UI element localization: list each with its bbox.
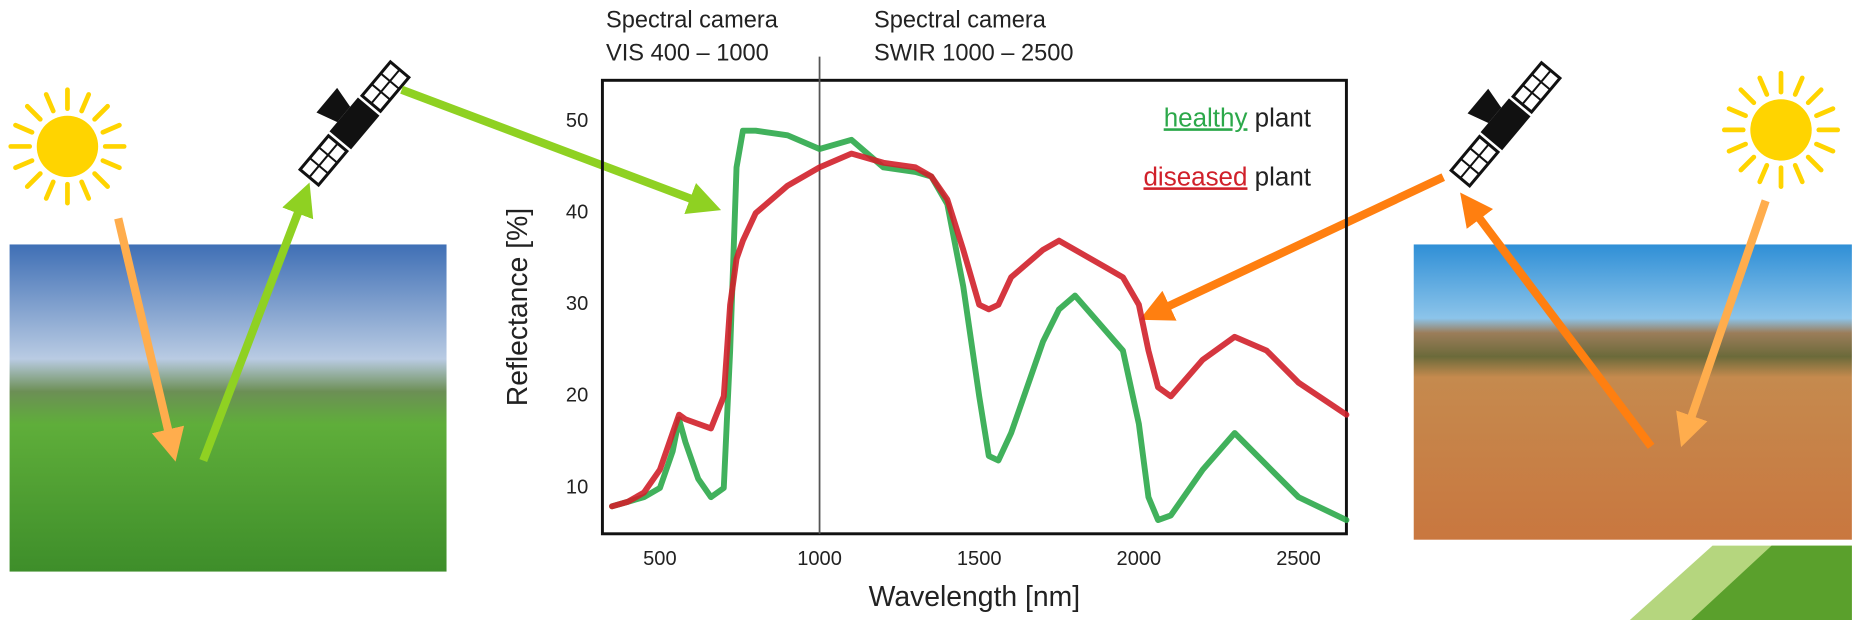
x-tick-label: 500 [643, 548, 676, 570]
plot: 10 20 30 40 50 500 1000 1500 2000 2500 healthy pla… [566, 56, 1350, 570]
sun-icon [1724, 73, 1837, 186]
y-axis-title: Reflectance [%] [502, 208, 534, 406]
arrow [1139, 173, 1446, 321]
annotation: VIS 400 – 1000 [606, 41, 769, 67]
series-line [609, 150, 1350, 510]
x-tick-label: 1000 [797, 548, 842, 570]
annotation: Spectral camera [874, 7, 1047, 33]
x-tick-label: 2000 [1117, 548, 1162, 570]
x-tick-label: 1500 [957, 548, 1002, 570]
y-tick-label: 30 [566, 293, 588, 315]
annotation: Spectral camera [606, 7, 779, 33]
legend-label: healthy plant [1164, 102, 1312, 132]
y-tick-label: 50 [566, 110, 588, 132]
arrow [114, 217, 185, 462]
sun-icon [11, 90, 124, 203]
photo-diseased-field [1413, 244, 1852, 540]
annotation: SWIR 1000 – 2500 [874, 41, 1074, 67]
arrow [199, 182, 314, 463]
y-tick-label: 40 [566, 201, 588, 223]
x-tick-label: 2500 [1276, 548, 1321, 570]
arrow [1460, 192, 1655, 449]
plot-frame [600, 78, 1348, 536]
satellite-icon [1431, 45, 1563, 189]
y-tick-label: 10 [566, 476, 588, 498]
decoration [9, 44, 1852, 620]
arrow [1676, 199, 1770, 448]
y-tick-label: 20 [566, 385, 588, 407]
photo-healthy-field [9, 244, 447, 572]
legend-label: diseased plant [1144, 161, 1312, 191]
corner-shape [1691, 545, 1852, 620]
x-axis-title: Wavelength [nm] [869, 581, 1081, 613]
satellite-icon [280, 44, 412, 188]
arrow [400, 85, 722, 214]
